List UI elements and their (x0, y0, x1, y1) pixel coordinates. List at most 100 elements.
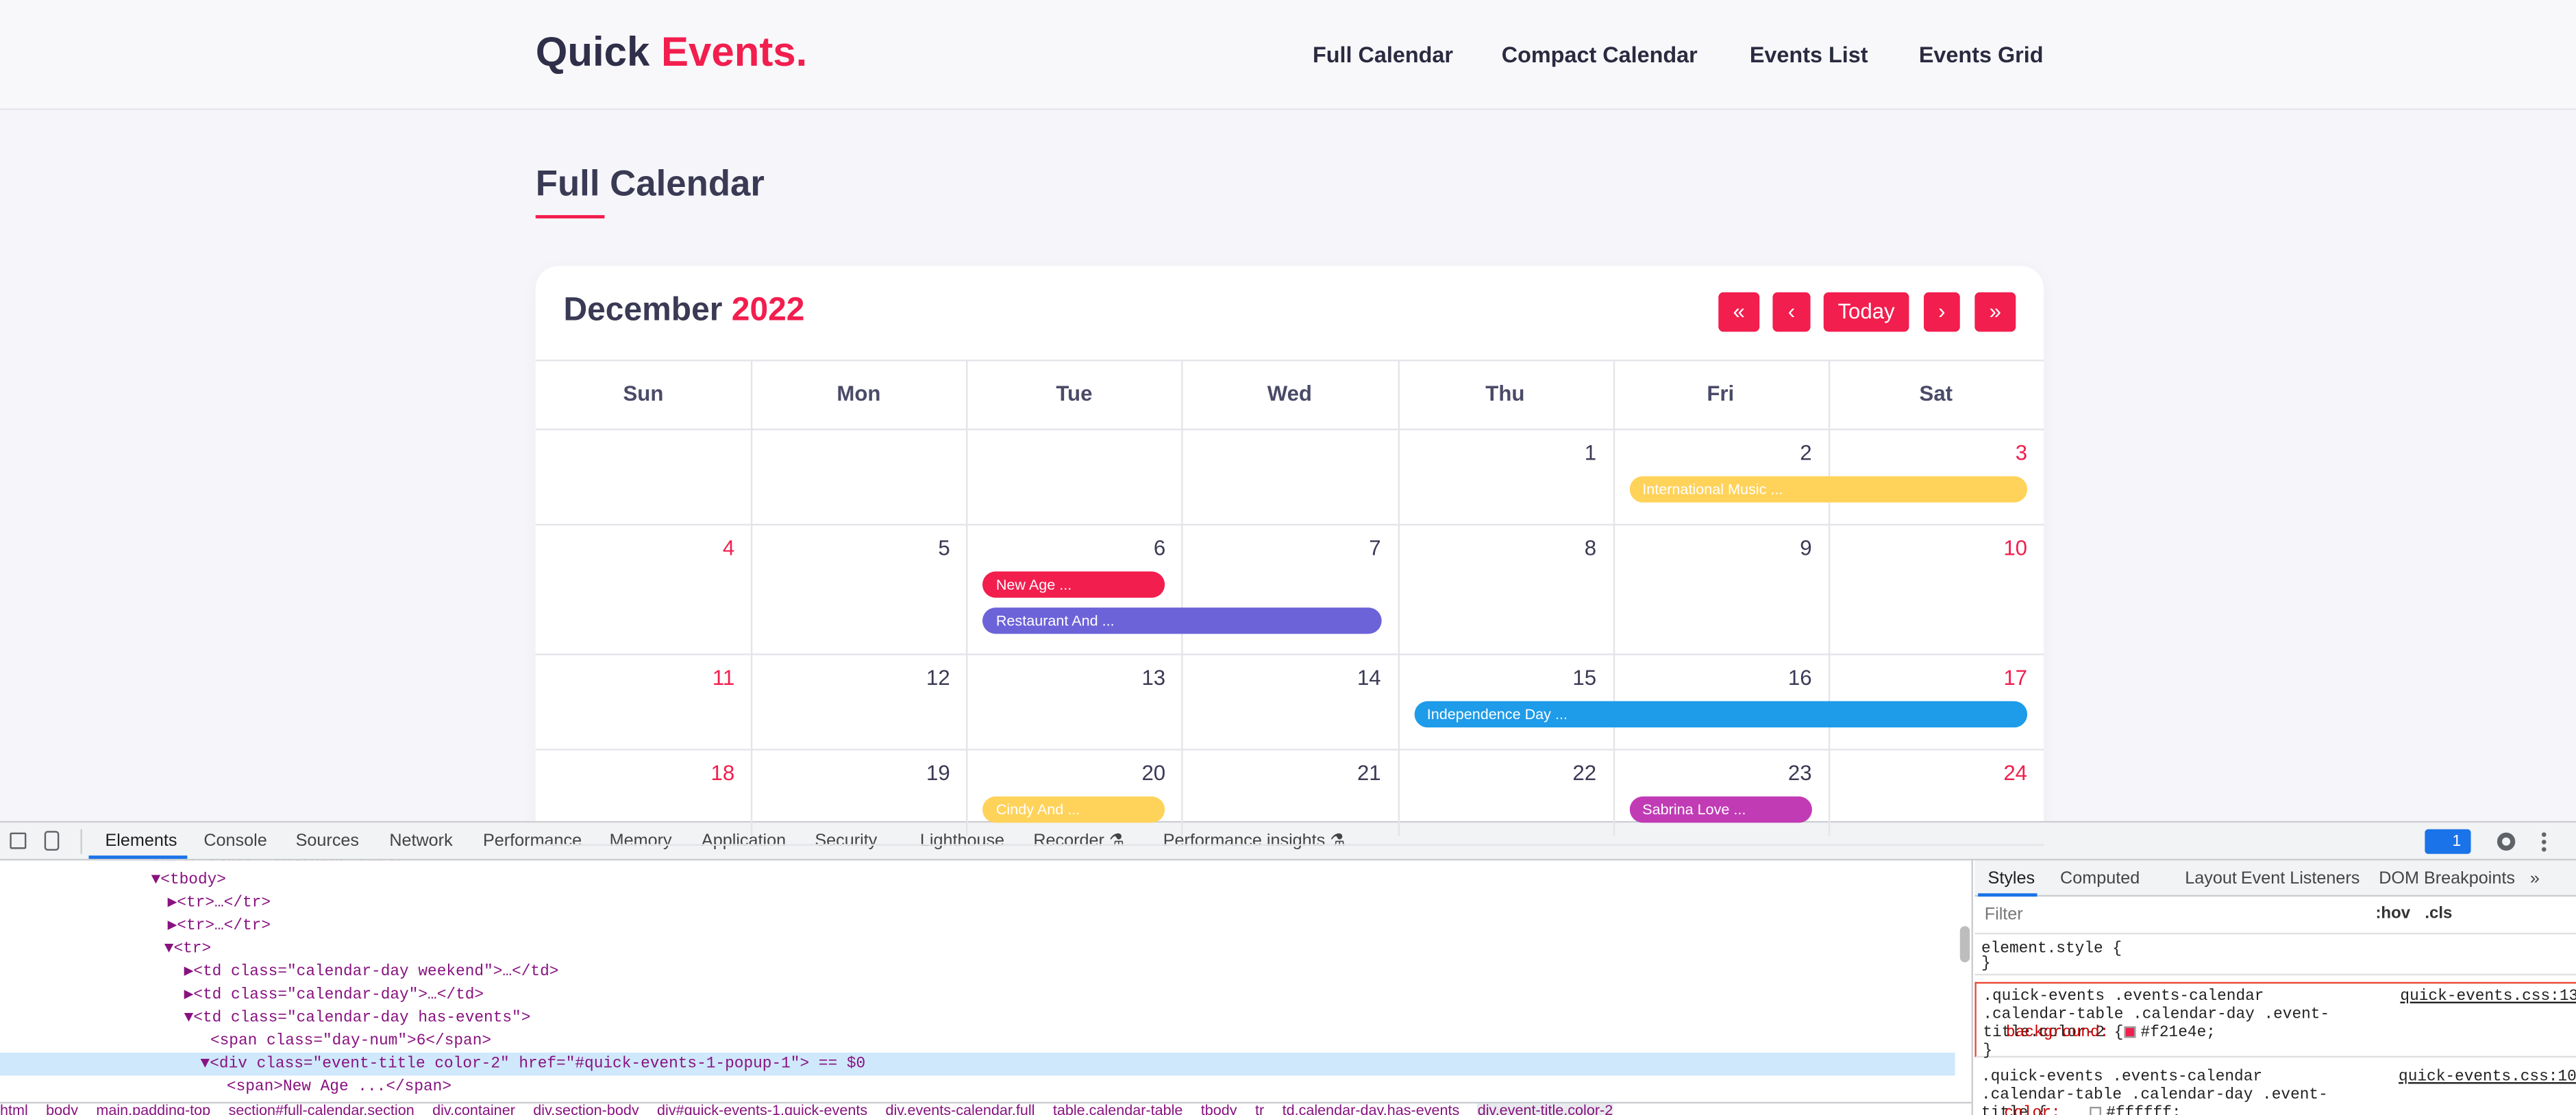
breadcrumb[interactable]: div#quick-events-1.quick-events (657, 1101, 868, 1115)
event[interactable]: Restaurant And ... (982, 607, 1381, 634)
day-number: 11 (712, 665, 735, 690)
separator (80, 829, 82, 854)
dom-line[interactable]: ▼<tr> (164, 939, 212, 957)
devtools-tab[interactable]: Application (701, 831, 787, 851)
css-rule: .quick-events .events-calendar .calendar… (1974, 1064, 2576, 1115)
prop-value[interactable]: #ffffff; (2106, 1103, 2181, 1115)
breadcrumb[interactable]: div.container (432, 1101, 515, 1115)
day-number: 7 (1369, 535, 1381, 560)
device-icon[interactable] (44, 831, 60, 851)
selector[interactable]: element.style { (1981, 939, 2122, 957)
dom-line[interactable]: ▶<tr>…</tr> (167, 893, 271, 912)
inspect-icon[interactable] (10, 832, 27, 849)
rule-source[interactable]: quick-events.css:102 (2399, 1067, 2576, 1086)
color-swatch[interactable] (2124, 1026, 2136, 1038)
devtools-tab[interactable]: Sources (295, 831, 360, 851)
day-number: 9 (1800, 535, 1812, 560)
breadcrumb[interactable]: body (46, 1101, 79, 1115)
styles-tab[interactable]: Styles (1987, 868, 2035, 889)
nav-link[interactable]: Full Calendar (1312, 42, 1454, 68)
rule-source[interactable]: quick-events.css:131 (2400, 986, 2576, 1005)
breadcrumb[interactable]: section#full-calendar.section (228, 1101, 414, 1115)
devtools-tab[interactable]: Recorder ⚗ (1033, 831, 1125, 851)
event[interactable]: International Music ... (1629, 476, 2028, 503)
event[interactable]: Cindy And ... (982, 796, 1166, 823)
tab-underline (1978, 893, 2038, 897)
nav-button[interactable]: » (1974, 292, 2016, 332)
nav-link[interactable]: Events Grid (1918, 42, 2044, 68)
event[interactable]: Sabrina Love ... (1629, 796, 1812, 823)
dom-line[interactable]: ▶<td class="calendar-day weekend">…</td> (184, 962, 559, 981)
styles-tab[interactable]: » (2529, 868, 2540, 889)
dom-line[interactable]: ▼<tbody> (151, 870, 226, 889)
selector[interactable]: .quick-events .events-calendar .calendar… (1983, 986, 2330, 1042)
dom-line[interactable]: ▼<div class="event-title color-2" href="… (200, 1054, 866, 1073)
prop-name[interactable]: color: (2004, 1103, 2061, 1115)
day-number: 22 (1572, 760, 1597, 786)
cls-toggle[interactable]: .cls (2425, 905, 2453, 923)
breadcrumb[interactable]: tbody (1200, 1101, 1237, 1115)
issues-badge[interactable]: 1 (2425, 829, 2471, 854)
weekday: Sun (623, 381, 664, 406)
devtools-tab[interactable]: Performance (483, 831, 582, 851)
day-number: 8 (1584, 535, 1597, 560)
styles-tab[interactable]: DOM Breakpoints (2379, 868, 2515, 889)
hov-toggle[interactable]: :hov (2375, 905, 2411, 923)
event[interactable]: Independence Day ... (1413, 701, 2028, 728)
breadcrumb[interactable]: html (0, 1101, 28, 1115)
nav-link[interactable]: Events List (1749, 42, 1868, 68)
day-number: 5 (938, 535, 950, 560)
dom-line[interactable]: <table class="calendar-table"> (141, 860, 422, 868)
weekday: Sat (1919, 381, 1953, 406)
grid-line (535, 523, 2044, 526)
filter-input[interactable]: Filter (1984, 905, 2023, 925)
nav-button[interactable]: › (1924, 292, 1960, 332)
dom-line[interactable]: <span class="day-num">6</span> (210, 1031, 492, 1050)
breadcrumb[interactable]: div.section-body (533, 1101, 639, 1115)
grid-line (535, 653, 2044, 655)
breadcrumb[interactable]: div.events-calendar.full (885, 1101, 1035, 1115)
breadcrumb[interactable]: td.calendar-day.has-events (1282, 1101, 1460, 1115)
styles-tab[interactable]: Event Listeners (2240, 868, 2360, 889)
nav-button[interactable]: ‹ (1772, 292, 1811, 332)
breadcrumb[interactable]: tr (1255, 1101, 1265, 1115)
breadcrumb[interactable]: div.event-title.color-2 (1477, 1103, 1613, 1115)
prop-name[interactable]: background: (2005, 1023, 2109, 1042)
logo[interactable]: Quick Events. (536, 29, 808, 77)
breadcrumb[interactable]: main.padding-top (96, 1101, 211, 1115)
devtools-tab[interactable]: Memory (609, 831, 672, 851)
styles-tab[interactable]: Layout (2185, 868, 2237, 889)
day-number: 16 (1787, 665, 1812, 690)
prop-value[interactable]: #f21e4e; (2140, 1023, 2216, 1042)
breadcrumb[interactable]: table.calendar-table (1052, 1101, 1183, 1115)
day-number: 10 (2003, 535, 2028, 560)
event[interactable]: New Age ... (982, 571, 1166, 598)
nav-button[interactable]: « (1718, 292, 1760, 332)
day-number: 4 (722, 535, 735, 560)
devtools-tab[interactable]: Network (389, 831, 453, 851)
devtools-toolbar (0, 823, 2576, 861)
devtools-tab[interactable]: Lighthouse (919, 831, 1005, 851)
grid-line (1828, 360, 1830, 836)
page-title: Full Calendar (535, 162, 765, 204)
devtools-tab[interactable]: Console (203, 831, 267, 851)
breadcrumbs: html body main.padding-top section#full-cal… (0, 1101, 1972, 1115)
grid-line (535, 360, 2044, 362)
devtools-tab[interactable]: Security (815, 831, 878, 851)
settings-icon[interactable] (2497, 832, 2516, 851)
selector[interactable]: .quick-events .events-calendar .calendar… (1981, 1067, 2328, 1115)
dom-line[interactable]: <span>New Age ...</span> (226, 1077, 452, 1096)
color-swatch[interactable] (2090, 1107, 2101, 1115)
styles-tab[interactable]: Computed (2060, 868, 2140, 889)
month: December (563, 292, 723, 329)
grid-line (535, 749, 2044, 751)
dom-line[interactable]: ▶<tr>…</tr> (167, 916, 271, 935)
nav-link[interactable]: Compact Calendar (1501, 42, 1698, 68)
grid-line (1613, 360, 1615, 836)
more-icon[interactable] (2541, 831, 2547, 853)
nav-button[interactable]: Today (1823, 292, 1909, 332)
devtools-tab[interactable]: Elements (105, 831, 177, 851)
dom-line[interactable]: ▼<td class="calendar-day has-events"> (184, 1008, 531, 1027)
dom-line[interactable]: ▶<td class="calendar-day">…</td> (184, 985, 484, 1003)
devtools-tab[interactable]: Performance insights ⚗ (1163, 831, 1346, 851)
